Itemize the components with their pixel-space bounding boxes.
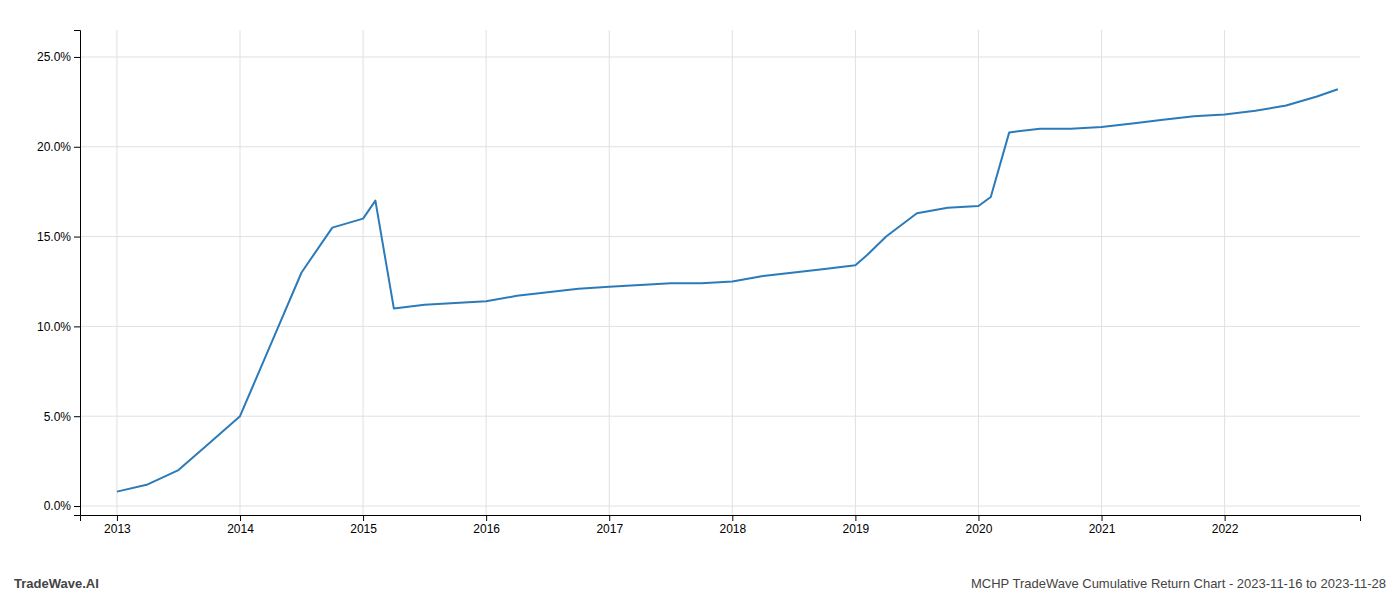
- y-tick: 15.0%: [37, 230, 80, 244]
- x-tick-mark: [363, 515, 364, 521]
- y-tick: 25.0%: [37, 50, 80, 64]
- x-grid-line: [240, 30, 241, 515]
- x-grid-line: [363, 30, 364, 515]
- x-tick-mark: [732, 515, 733, 521]
- x-tick: 2014: [227, 515, 254, 536]
- line: [117, 89, 1338, 491]
- x-tick-label: 2022: [1212, 522, 1239, 536]
- x-grid-line: [732, 30, 733, 515]
- x-tick-mark: [486, 515, 487, 521]
- y-tick-label: 20.0%: [37, 140, 71, 154]
- y-axis-line: [74, 31, 81, 516]
- x-tick: 2015: [350, 515, 377, 536]
- x-tick-label: 2016: [473, 522, 500, 536]
- x-tick-mark: [855, 515, 856, 521]
- x-tick: 2021: [1089, 515, 1116, 536]
- y-grid-line: [80, 236, 1360, 237]
- y-tick-mark: [74, 506, 80, 507]
- x-tick: 2019: [843, 515, 870, 536]
- grid: [80, 30, 1360, 515]
- y-tick-mark: [74, 57, 80, 58]
- x-grid-line: [116, 30, 117, 515]
- plot-area: 2013 2014 2015 2016 2017 2018 2019 2020 2021 2022…: [37, 30, 1361, 536]
- x-tick-mark: [609, 515, 610, 521]
- y-grid-line: [80, 416, 1360, 417]
- x-tick-label: 2013: [104, 522, 131, 536]
- x-grid-line: [486, 30, 487, 515]
- x-tick-label: 2021: [1089, 522, 1116, 536]
- x-tick-label: 2019: [843, 522, 870, 536]
- x-tick-label: 2017: [596, 522, 623, 536]
- y-axis: 0.0% 5.0% 10.0% 15.0% 20.0% 25.0%: [37, 31, 81, 516]
- x-tick-label: 2014: [227, 522, 254, 536]
- y-tick: 20.0%: [37, 140, 80, 154]
- y-tick: 5.0%: [44, 410, 80, 424]
- title: MCHP TradeWave Cumulative Return Chart -…: [971, 576, 1386, 591]
- x-tick-mark: [1102, 515, 1103, 521]
- x-grid-line: [1224, 30, 1225, 515]
- x-tick-label: 2020: [966, 522, 993, 536]
- x-tick: 2017: [596, 515, 623, 536]
- chart: 2013 2014 2015 2016 2017 2018 2019 2020 2021 2022…: [0, 0, 1400, 600]
- y-tick: 10.0%: [37, 320, 80, 334]
- x-grid-line: [855, 30, 856, 515]
- y-grid-line: [80, 56, 1360, 57]
- y-grid-line: [80, 326, 1360, 327]
- x-tick-mark: [117, 515, 118, 521]
- y-tick: 0.0%: [44, 499, 80, 513]
- watermark: TradeWave.AI: [14, 576, 99, 591]
- y-grid-line: [80, 146, 1360, 147]
- y-tick-mark: [74, 416, 80, 417]
- y-tick-label: 5.0%: [44, 410, 72, 424]
- y-tick-label: 10.0%: [37, 320, 71, 334]
- x-tick: 2016: [473, 515, 500, 536]
- x-tick-mark: [240, 515, 241, 521]
- x-tick-label: 2018: [719, 522, 746, 536]
- y-tick-mark: [74, 237, 80, 238]
- y-tick-label: 15.0%: [37, 230, 71, 244]
- x-tick: 2022: [1212, 515, 1239, 536]
- x-tick: 2013: [104, 515, 131, 536]
- y-tick-label: 0.0%: [44, 499, 72, 513]
- x-grid-line: [609, 30, 610, 515]
- x-tick-label: 2015: [350, 522, 377, 536]
- x-grid-line: [978, 30, 979, 515]
- x-tick: 2020: [966, 515, 993, 536]
- marks: [117, 89, 1338, 491]
- x-tick: 2018: [719, 515, 746, 536]
- y-tick-mark: [74, 326, 80, 327]
- x-axis: 2013 2014 2015 2016 2017 2018 2019 2020 2021 2022: [81, 515, 1361, 536]
- x-tick-mark: [978, 515, 979, 521]
- x-grid-line: [1101, 30, 1102, 515]
- y-grid-line: [80, 506, 1360, 507]
- x-axis-line: [81, 516, 1361, 522]
- y-tick-label: 25.0%: [37, 50, 71, 64]
- x-tick-mark: [1225, 515, 1226, 521]
- y-tick-mark: [74, 147, 80, 148]
